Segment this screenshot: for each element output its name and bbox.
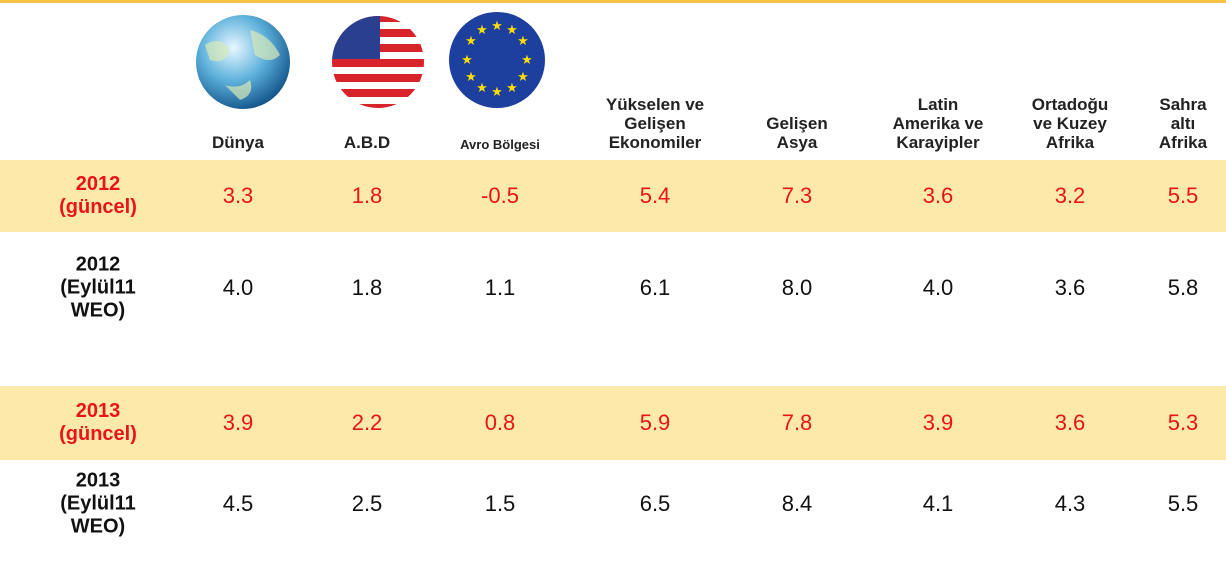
cell-value: 7.8 (781, 410, 813, 435)
svg-text:★: ★ (517, 33, 529, 48)
cell-value: 4.0 (222, 275, 254, 300)
highlight-band (0, 386, 1226, 460)
column-header: Latin Amerika ve Karayipler (893, 95, 984, 152)
column-header: Ortadoğu ve Kuzey Afrika (1032, 95, 1109, 152)
cell-value: 5.8 (1167, 275, 1199, 300)
cell-value: 4.5 (222, 491, 254, 516)
cell-value: 1.8 (351, 183, 383, 208)
text-line: Amerika ve (892, 114, 984, 133)
cell-value: 3.6 (1054, 410, 1086, 435)
row-label: 2012 (güncel) (59, 173, 137, 219)
text-line: (Eylül11 (60, 276, 136, 299)
text-line: WEO) (70, 299, 126, 322)
text-line: 2013 (75, 400, 121, 422)
text-line: 2012 (75, 173, 121, 195)
column-header: Yükselen ve Gelişen Ekonomiler (606, 95, 704, 152)
cell-value: 2.5 (351, 491, 383, 516)
column-header: Sahra altı Afrika (1159, 95, 1207, 152)
text-line: Ortadoğu (1031, 95, 1109, 114)
svg-text:★: ★ (461, 52, 473, 67)
text-line: Ekonomiler (608, 133, 702, 152)
top-rule (0, 0, 1226, 3)
text-line: altı (1170, 114, 1196, 133)
highlight-band (0, 160, 1226, 232)
cell-value: 3.2 (1054, 183, 1086, 208)
svg-text:★: ★ (465, 69, 477, 84)
us-flag-icon (332, 16, 424, 108)
text-line: 2012 (75, 253, 121, 276)
text-line: Sahra (1159, 95, 1207, 114)
cell-value: 1.8 (351, 275, 383, 300)
text-line: Dünya (212, 133, 264, 152)
text-line: A.B.D (343, 133, 391, 152)
text-line: 2013 (75, 469, 121, 492)
text-line: WEO) (70, 515, 126, 538)
column-header: Dünya (212, 133, 264, 152)
text-line: Afrika (1158, 133, 1208, 152)
svg-text:★: ★ (465, 33, 477, 48)
cell-value: 5.5 (1167, 491, 1199, 516)
eu-flag-icon: ★ ★★★ ★★★★ ★★★★ (449, 12, 545, 108)
cell-value: 4.3 (1054, 491, 1086, 516)
cell-value: 1.1 (484, 275, 516, 300)
svg-text:★: ★ (491, 18, 503, 33)
cell-value: 3.6 (922, 183, 954, 208)
text-line: Asya (776, 133, 818, 152)
text-line: ve Kuzey (1033, 114, 1107, 133)
text-line: Gelişen (624, 114, 686, 133)
cell-value: 0.8 (484, 410, 516, 435)
cell-value: 8.4 (781, 491, 813, 516)
cell-value: 6.1 (639, 275, 671, 300)
cell-value: 6.5 (639, 491, 671, 516)
text-line: Yükselen ve (605, 95, 705, 114)
row-label: 2012 (Eylül11 WEO) (60, 254, 136, 323)
cell-value: 3.9 (222, 410, 254, 435)
text-line: (güncel) (59, 196, 137, 218)
icons: ★ ★★★ ★★★★ ★★★★ (196, 12, 545, 109)
cell-value: 5.3 (1167, 410, 1199, 435)
text-line: Gelişen (766, 114, 828, 133)
cell-value: 3.9 (922, 410, 954, 435)
svg-text:★: ★ (517, 69, 529, 84)
cell-value: 5.4 (639, 183, 671, 208)
svg-text:★: ★ (476, 80, 488, 95)
text-line: Karayipler (896, 133, 980, 152)
row-label: 2013 (güncel) (59, 400, 137, 446)
cell-value: 4.0 (922, 275, 954, 300)
cell-value: 5.9 (639, 410, 671, 435)
cell-value: -0.5 (481, 183, 519, 208)
cell-value: 2.2 (351, 410, 383, 435)
cell-value: 1.5 (484, 491, 516, 516)
svg-text:★: ★ (521, 52, 533, 67)
cell-value: 8.0 (781, 275, 813, 300)
cell-value: 7.3 (781, 183, 813, 208)
text-line: Afrika (1045, 133, 1095, 152)
column-header: A.B.D (344, 133, 390, 152)
cell-value: 3.6 (1054, 275, 1086, 300)
row-label: 2013 (Eylül11 WEO) (60, 470, 136, 539)
cell-value: 3.3 (222, 183, 254, 208)
svg-text:★: ★ (476, 22, 488, 37)
globe-icon (196, 15, 290, 109)
text-line: Latin (917, 95, 959, 114)
text-line: (Eylül11 (60, 492, 136, 515)
cell-value: 5.5 (1167, 183, 1199, 208)
cell-value: 4.1 (922, 491, 954, 516)
text-line: (güncel) (59, 423, 137, 445)
svg-text:★: ★ (491, 84, 503, 99)
text-line: Avro Bölgesi (460, 137, 540, 152)
column-header: Gelişen Asya (766, 114, 827, 152)
svg-text:★: ★ (506, 80, 518, 95)
column-header: Avro Bölgesi (460, 135, 540, 154)
svg-text:★: ★ (506, 22, 518, 37)
